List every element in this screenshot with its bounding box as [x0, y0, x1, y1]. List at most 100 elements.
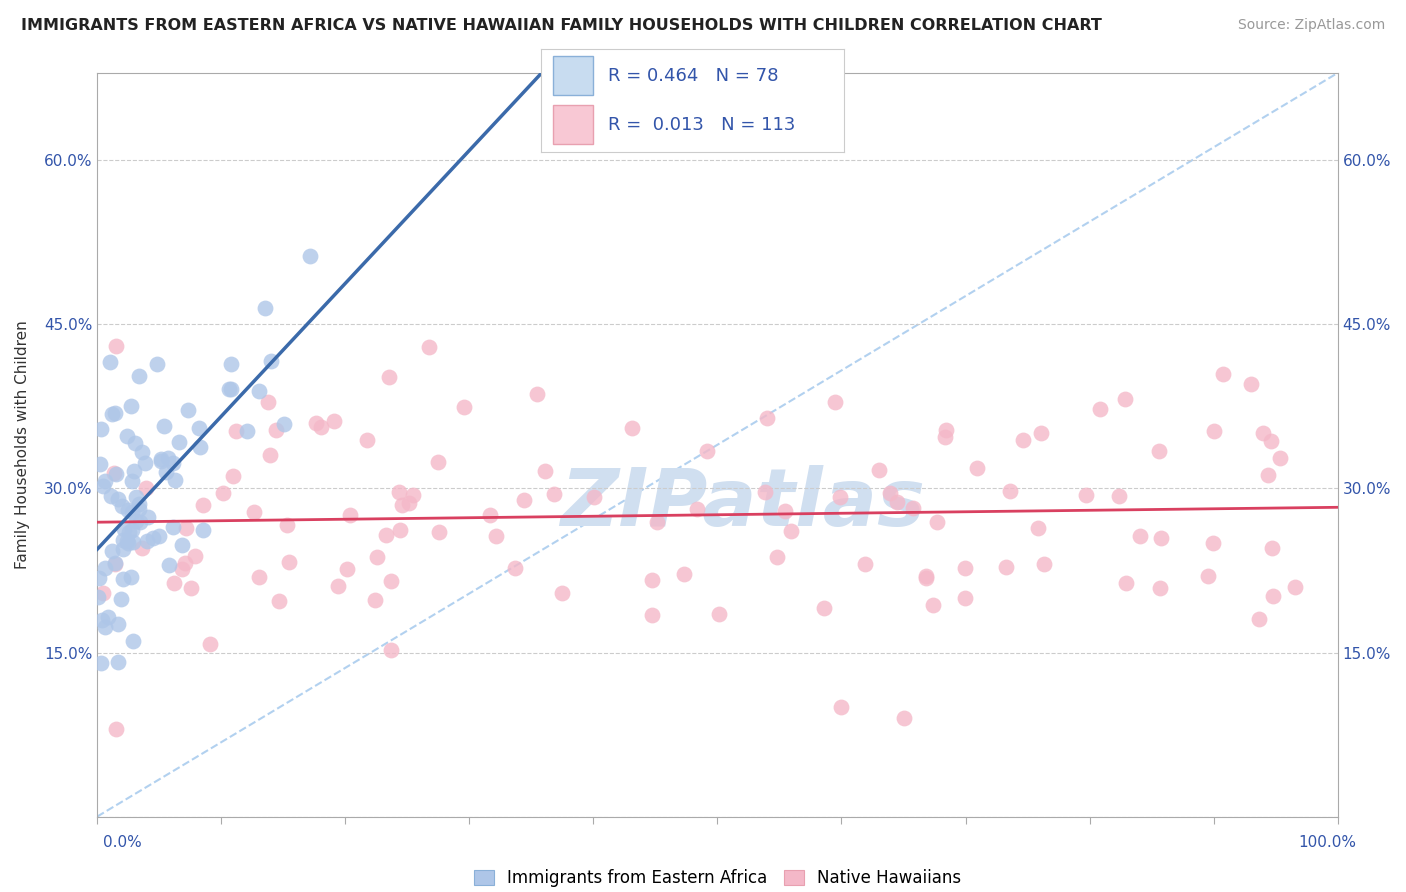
Point: [925, 515, 948, 529]
Point: [257, 395, 280, 409]
Point: [235, 424, 257, 438]
Point: [266, 423, 288, 437]
Text: Source: ZipAtlas.com: Source: ZipAtlas.com: [1237, 18, 1385, 32]
Point: [1251, 426, 1274, 441]
Point: [1202, 536, 1225, 550]
Point: [149, 454, 172, 468]
Point: [100, 489, 122, 503]
Point: [117, 503, 139, 517]
Point: [89, 457, 111, 471]
Point: [104, 722, 127, 736]
Point: [110, 592, 132, 607]
Point: [305, 416, 328, 430]
Point: [934, 429, 956, 443]
Point: [259, 448, 281, 462]
Point: [90, 422, 112, 436]
Point: [388, 484, 411, 499]
Point: [1150, 531, 1173, 545]
Point: [1012, 434, 1035, 448]
Point: [824, 395, 846, 409]
Point: [380, 574, 402, 589]
Point: [398, 496, 420, 510]
Point: [339, 508, 361, 522]
Point: [1033, 558, 1056, 572]
Point: [780, 524, 803, 539]
Point: [128, 369, 150, 384]
Point: [162, 456, 184, 470]
Point: [775, 504, 797, 518]
Point: [1249, 612, 1271, 626]
Point: [765, 550, 787, 565]
Point: [94, 474, 117, 488]
Point: [647, 516, 669, 530]
Point: [177, 403, 200, 417]
Point: [336, 562, 359, 576]
Point: [640, 573, 662, 587]
Point: [1263, 589, 1285, 603]
Point: [174, 521, 197, 535]
Point: [242, 505, 264, 519]
Point: [121, 505, 143, 519]
Point: [1090, 401, 1112, 416]
Point: [1268, 451, 1291, 466]
Point: [111, 572, 134, 586]
Point: [922, 598, 945, 612]
Point: [621, 421, 644, 435]
Point: [110, 499, 132, 513]
Bar: [554, 105, 593, 145]
Point: [1147, 443, 1170, 458]
Point: [105, 467, 128, 481]
Point: [163, 576, 186, 591]
Point: [138, 510, 160, 524]
Text: R =  0.013   N = 113: R = 0.013 N = 113: [607, 116, 796, 134]
Point: [142, 532, 165, 546]
Point: [868, 463, 890, 477]
Point: [187, 420, 209, 434]
Point: [391, 498, 413, 512]
Point: [198, 637, 221, 651]
Point: [212, 485, 235, 500]
Point: [260, 354, 283, 368]
Point: [107, 492, 129, 507]
Point: [526, 387, 548, 401]
Point: [136, 533, 159, 548]
Point: [276, 518, 298, 533]
Point: [828, 490, 851, 504]
Point: [104, 406, 127, 420]
Point: [1115, 575, 1137, 590]
Point: [402, 488, 425, 502]
Point: [128, 497, 150, 511]
Point: [90, 613, 112, 627]
Point: [754, 485, 776, 500]
Text: IMMIGRANTS FROM EASTERN AFRICA VS NATIVE HAWAIIAN FAMILY HOUSEHOLDS WITH CHILDRE: IMMIGRANTS FROM EASTERN AFRICA VS NATIVE…: [21, 18, 1102, 33]
Point: [131, 445, 153, 459]
Point: [375, 528, 398, 542]
Legend: Immigrants from Eastern Africa, Native Hawaiians: Immigrants from Eastern Africa, Native H…: [467, 863, 967, 892]
Text: 0.0%: 0.0%: [103, 836, 142, 850]
Point: [91, 479, 114, 493]
Point: [1204, 424, 1226, 438]
Point: [122, 534, 145, 549]
Point: [830, 700, 852, 714]
Point: [172, 562, 194, 576]
Point: [1026, 521, 1049, 535]
Point: [107, 655, 129, 669]
Point: [128, 501, 150, 516]
Point: [184, 549, 207, 563]
Point: [101, 407, 124, 421]
Point: [87, 571, 110, 585]
Point: [124, 464, 146, 478]
Point: [118, 525, 141, 540]
Point: [914, 571, 936, 585]
Point: [686, 501, 709, 516]
Point: [107, 617, 129, 632]
Point: [93, 586, 115, 600]
Point: [121, 475, 143, 489]
Point: [134, 456, 156, 470]
Point: [162, 520, 184, 534]
Point: [1149, 581, 1171, 595]
Point: [155, 465, 177, 479]
Point: [150, 451, 173, 466]
Point: [1114, 392, 1136, 407]
Point: [453, 400, 475, 414]
